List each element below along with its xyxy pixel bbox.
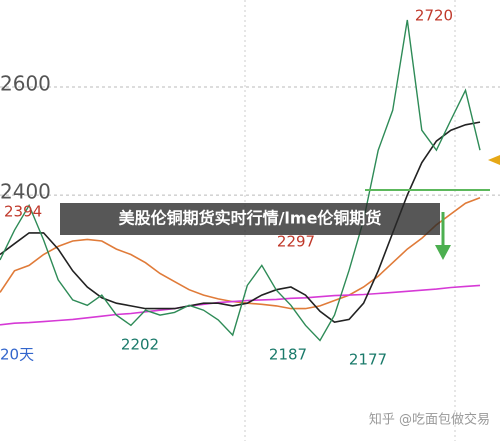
annotation: 2187 (269, 346, 307, 364)
banner-title: 美股伦铜期货实时行情/lme伦铜期货 (119, 209, 382, 228)
watermark: 知乎 @吃面包做交易 (369, 412, 490, 428)
annotation: 20天 (0, 346, 34, 364)
series-line (0, 284, 481, 326)
banner (60, 203, 440, 235)
series-line (0, 197, 481, 310)
y-tick-label: 2400 (0, 180, 51, 204)
annotation: 2394 (4, 203, 42, 221)
annotation: 2177 (349, 351, 387, 369)
arrow-head (435, 245, 451, 260)
annotation: 2202 (121, 336, 159, 354)
y-tick-label: 2600 (0, 72, 51, 96)
annotation: 2297 (277, 233, 315, 251)
marker (488, 155, 500, 165)
annotation: 2720 (415, 7, 453, 25)
series-line (0, 19, 481, 342)
